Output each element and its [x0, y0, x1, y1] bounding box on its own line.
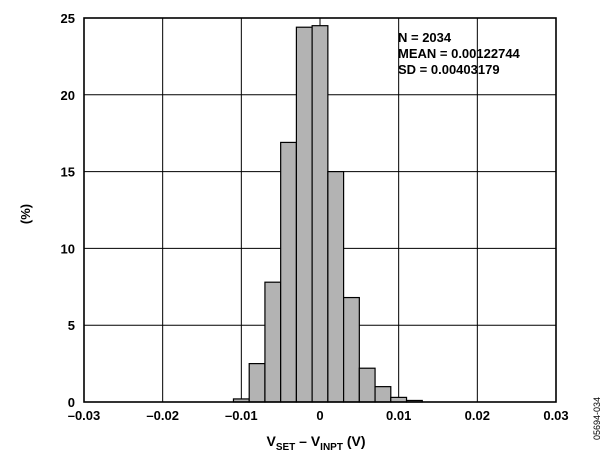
stats-box: N = 2034 MEAN = 0.00122744 SD = 0.004031…	[398, 30, 521, 77]
x-tick-label: 0.03	[543, 408, 568, 423]
histogram-bar	[280, 141, 297, 403]
y-tick-label: 15	[61, 165, 75, 180]
y-tick-label: 10	[61, 241, 75, 256]
bars	[232, 25, 423, 403]
histogram-bar	[374, 386, 392, 403]
histogram-bar	[343, 296, 360, 403]
x-tick-label: –0.02	[146, 408, 179, 423]
histogram-bar	[248, 363, 266, 403]
histogram-bar	[295, 26, 313, 403]
figure-id: 05694-034	[592, 397, 602, 440]
stats-n: N = 2034	[398, 30, 452, 45]
stats-sd: SD = 0.00403179	[398, 62, 500, 77]
x-axis-title-sub2: INPT	[320, 442, 343, 452]
x-tick-label: –0.03	[68, 408, 101, 423]
plot-frame	[83, 17, 557, 403]
y-tick-label: 25	[61, 11, 75, 26]
y-tick-label: 20	[61, 88, 75, 103]
x-tick-label: 0.02	[465, 408, 490, 423]
histogram-bar	[327, 171, 345, 403]
y-tick-label: 5	[68, 318, 75, 333]
histogram-bar	[311, 25, 329, 403]
x-axis-title-sub1: SET	[276, 442, 295, 452]
stats-mean: MEAN = 0.00122744	[398, 46, 521, 61]
histogram-bar	[358, 367, 376, 403]
x-axis-title-main: V	[266, 433, 276, 449]
histogram-bar	[264, 281, 282, 403]
x-axis-title-mid: – V	[295, 433, 321, 449]
x-axis-title-tail: (V)	[343, 433, 366, 449]
x-tick-label: 0	[316, 408, 323, 423]
tick-labels: –0.03 –0.02 –0.01 0 0.01 0.02 0.03 0 5 10 15 20 25	[61, 11, 569, 423]
x-axis-title: VSET – VINPT (V)	[266, 433, 365, 452]
y-tick-label: 0	[68, 395, 75, 410]
x-tick-label: 0.01	[386, 408, 411, 423]
x-tick-label: –0.01	[225, 408, 258, 423]
y-axis-title: (%)	[18, 204, 33, 224]
